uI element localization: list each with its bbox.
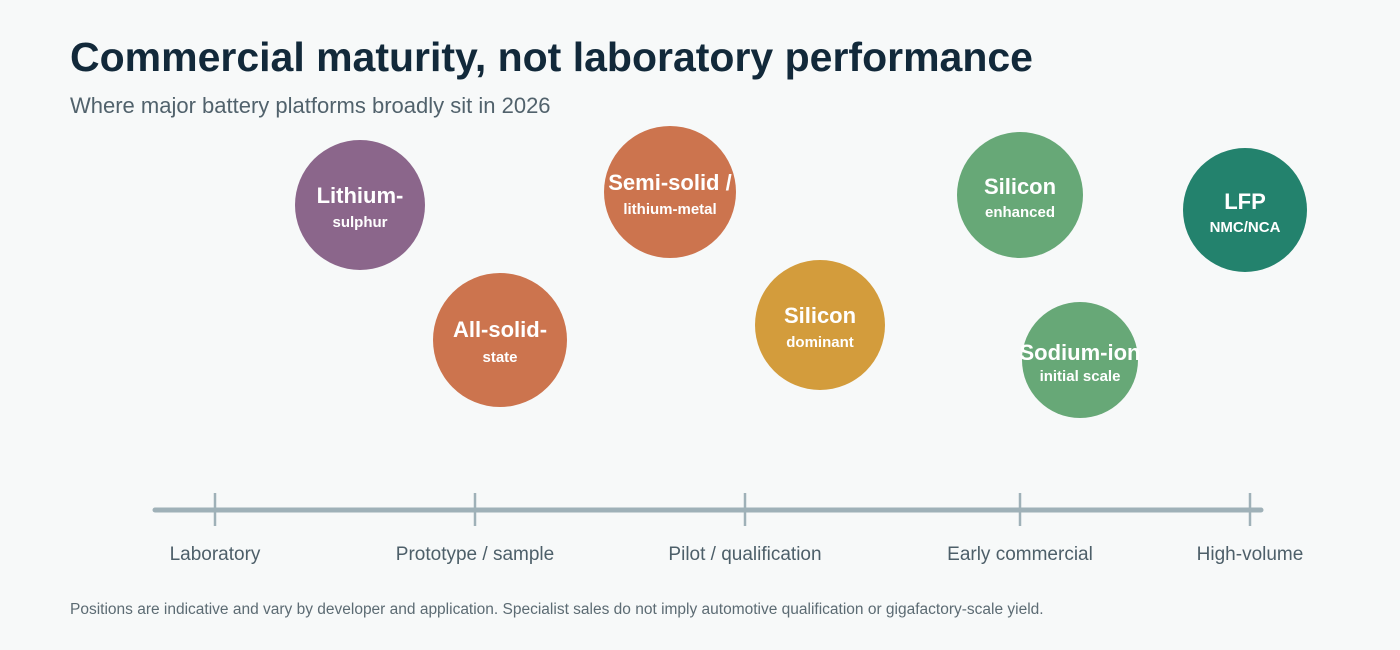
- platform-detail: lithium-metal: [623, 201, 717, 219]
- page-title: Commercial maturity, not laboratory perf…: [70, 34, 1033, 80]
- stage-label: Prototype / sample: [395, 544, 555, 565]
- platform-detail: dominant: [786, 334, 854, 352]
- stage-label: Laboratory: [169, 544, 261, 565]
- platform-name: Silicon: [983, 173, 1057, 199]
- platform-detail: NMC/NCA: [1209, 218, 1281, 236]
- page-subtitle: Where major battery platforms broadly si…: [70, 93, 551, 118]
- platform-detail: enhanced: [984, 203, 1056, 221]
- platform-name: Lithium-: [316, 182, 404, 208]
- stage-label: Early commercial: [947, 544, 1093, 565]
- platform-name: Silicon: [783, 302, 857, 328]
- platform-bubble: Silicon enhanced: [957, 132, 1083, 258]
- platform-bubble: Semi-solid / lithium-metal: [604, 126, 736, 258]
- stage-label: High-volume: [1196, 544, 1304, 565]
- platform-bubble: Silicon dominant: [755, 260, 885, 390]
- platform-name: LFP: [1224, 188, 1266, 214]
- platform-name: All-solid-: [452, 317, 548, 343]
- platform-bubble: Sodium-ion initial scale: [1020, 302, 1140, 418]
- maturity-axis: [152, 493, 1264, 526]
- platform-bubble: LFP NMC/NCA: [1183, 148, 1307, 272]
- platform-bubble: All-solid-state: [433, 273, 567, 407]
- platform-name: Semi-solid /: [608, 169, 732, 195]
- platform-bubble: Lithium-sulphur: [295, 140, 425, 270]
- footnote: Positions are indicative and vary by dev…: [70, 601, 1044, 618]
- platform-detail: sulphur: [332, 214, 388, 232]
- platform-detail: state: [482, 349, 518, 367]
- platform-name: Sodium-ion: [1019, 340, 1141, 366]
- platform-detail: initial scale: [1039, 368, 1121, 386]
- stage-label: Pilot / qualification: [668, 544, 822, 565]
